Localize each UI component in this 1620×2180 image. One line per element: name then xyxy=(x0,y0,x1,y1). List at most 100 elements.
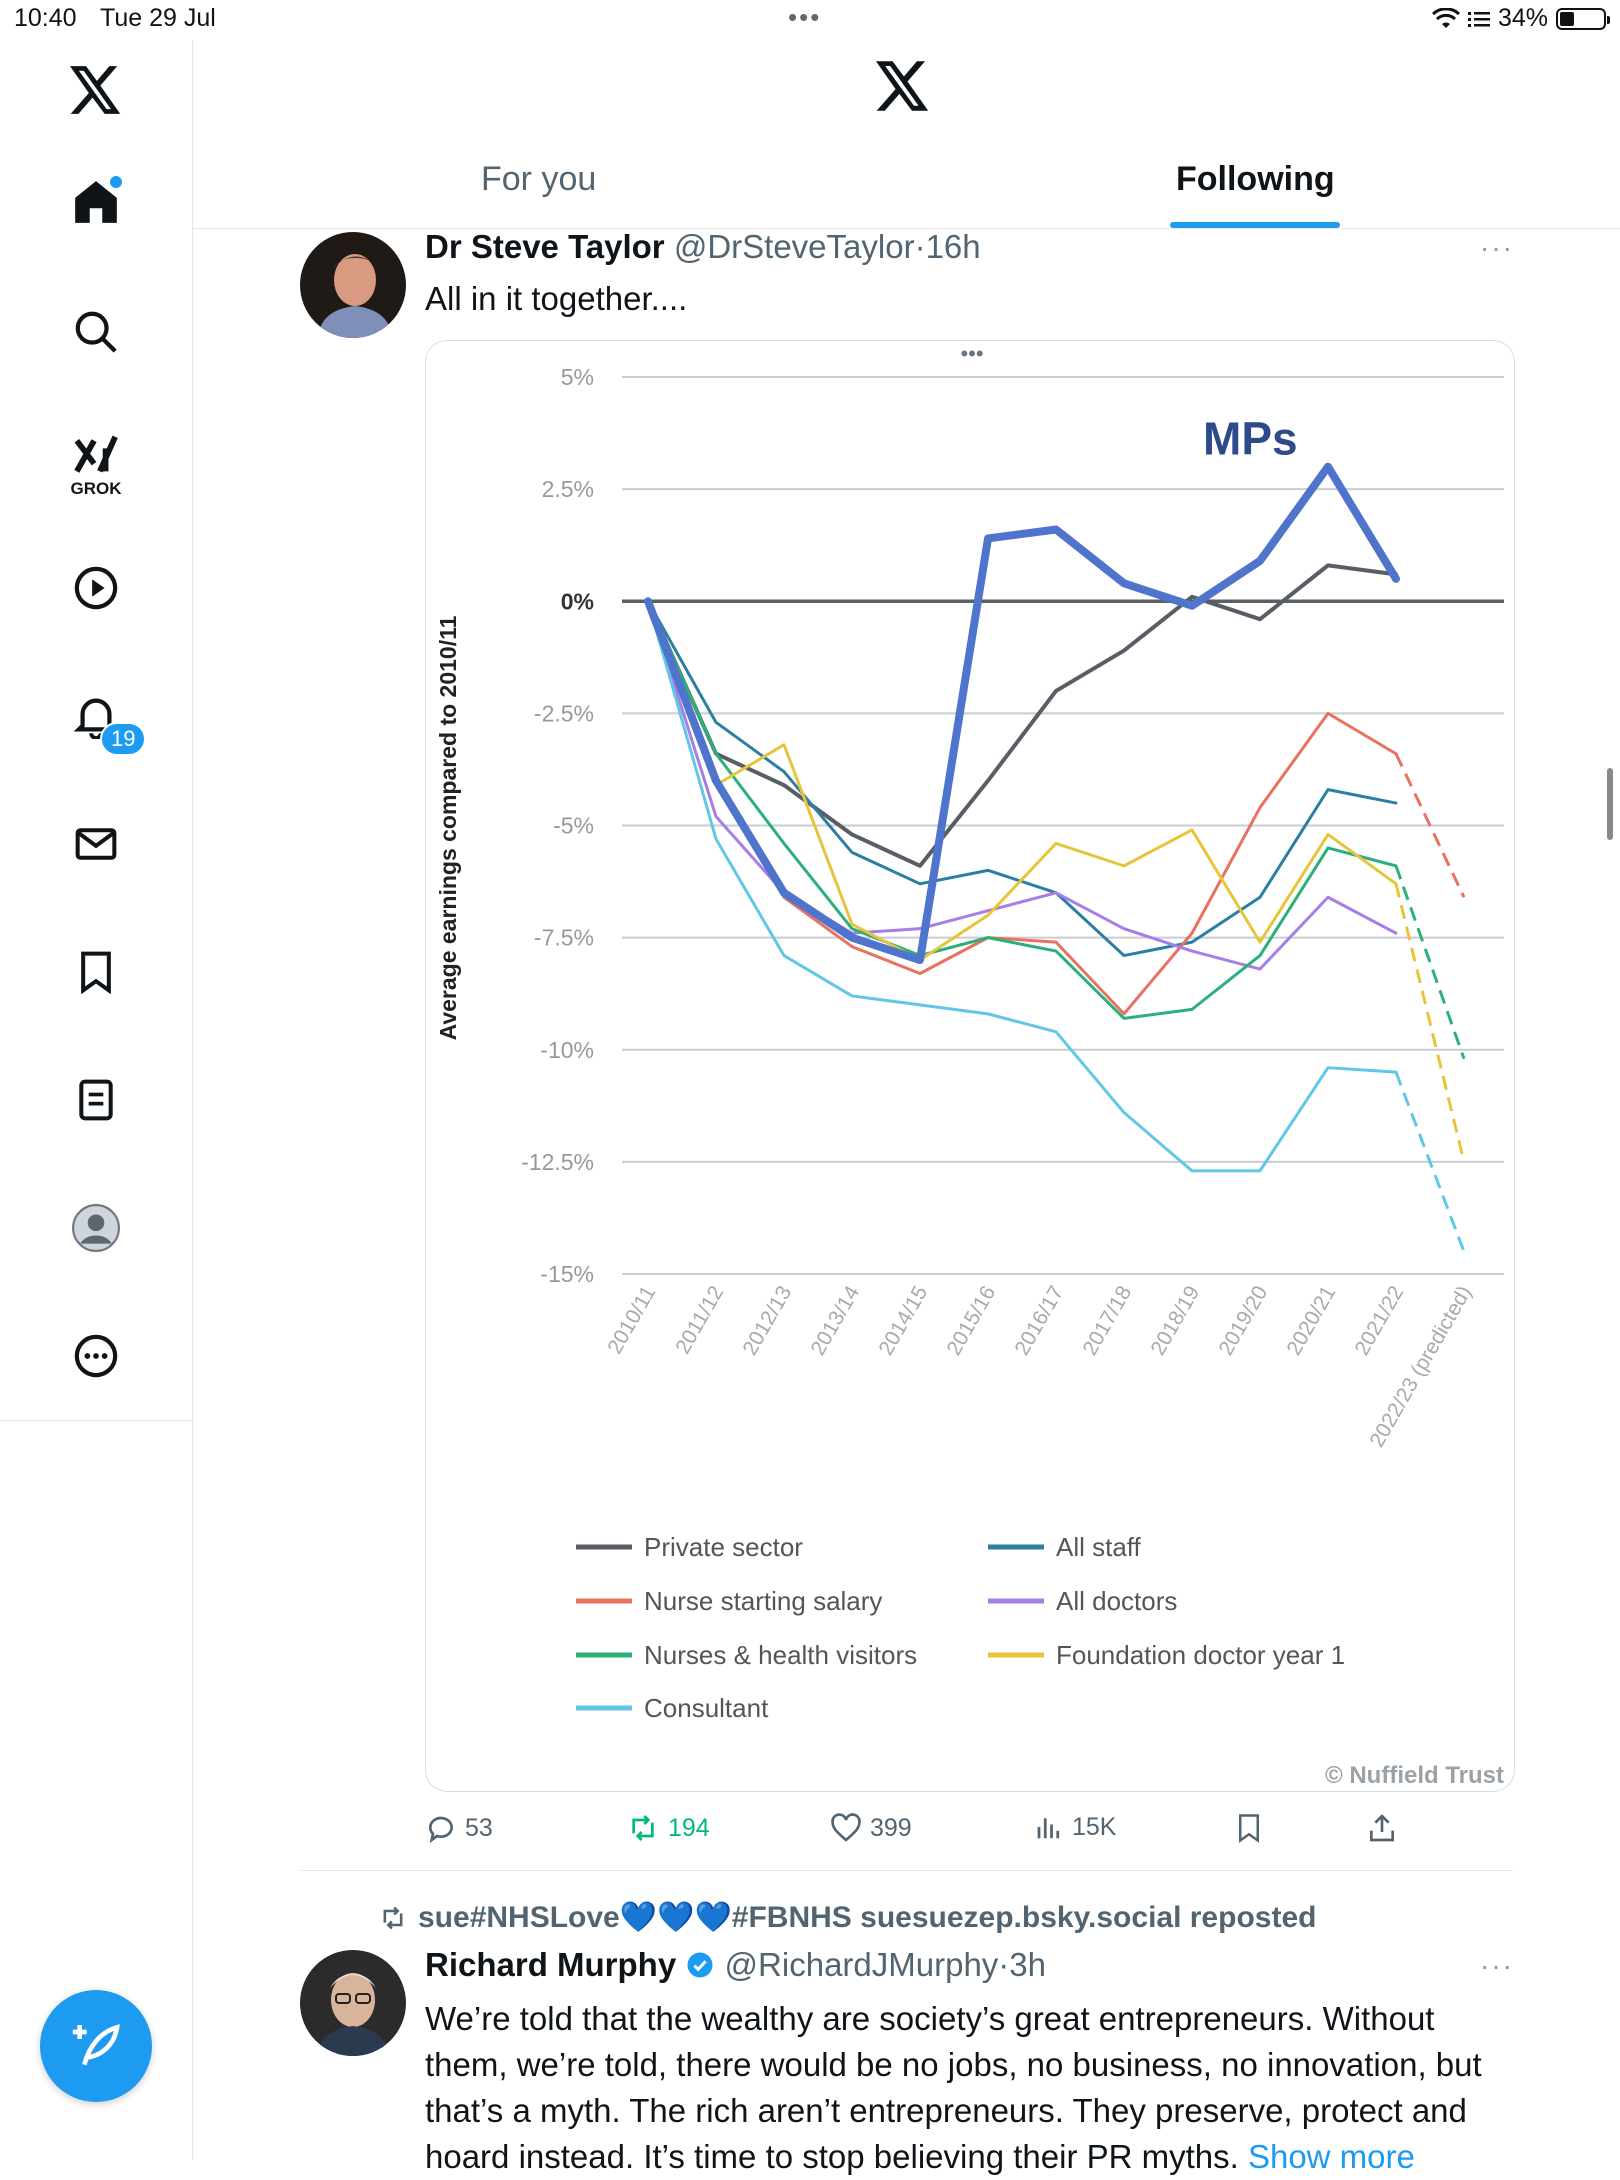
author-name[interactable]: Richard Murphy xyxy=(425,1946,677,1983)
series-line-all_staff xyxy=(646,599,1398,958)
x-tick-label: 2018/19 xyxy=(1146,1282,1204,1359)
repost-button[interactable]: 194 xyxy=(626,1812,710,1844)
tab-following[interactable]: Following xyxy=(1176,160,1335,198)
tweet-text: We’re told that the wealthy are society’… xyxy=(425,1996,1515,2180)
play-icon[interactable] xyxy=(66,558,126,618)
verified-badge-icon xyxy=(687,1952,713,1978)
series-line-fdy1 xyxy=(646,599,1398,962)
x-tick-label: 2011/12 xyxy=(671,1282,728,1358)
share-icon xyxy=(1370,1814,1394,1842)
avatar[interactable] xyxy=(300,232,406,338)
bookmark-icon[interactable] xyxy=(66,942,126,1002)
status-right: 34% xyxy=(1431,4,1610,33)
bookmark-icon xyxy=(1239,1814,1259,1843)
compose-feather-icon xyxy=(72,2024,120,2066)
y-tick-label: -15% xyxy=(540,1261,594,1287)
sidebar: GROK 19 xyxy=(0,40,193,2160)
views-button[interactable]: 15K xyxy=(1034,1812,1116,1842)
avatar-photo-icon xyxy=(300,232,406,338)
y-tick-label: 0% xyxy=(561,588,594,614)
series-projection-consultant xyxy=(1394,1071,1466,1253)
chart-credit: © Nuffield Trust xyxy=(1325,1762,1504,1789)
compose-button[interactable] xyxy=(40,1990,152,2102)
home-dot xyxy=(110,176,122,188)
avatar-photo-icon xyxy=(300,1950,406,2056)
series-projection-nurse_start xyxy=(1394,753,1466,898)
tweet-image[interactable]: ••• 5% 2.5% 0% -2.5% -5% -7.5% -10% -12.5% -15% … xyxy=(425,340,1515,1792)
tweet-time[interactable]: 16h xyxy=(925,228,981,265)
x-tick-label: 2016/17 xyxy=(1010,1282,1068,1359)
battery-level xyxy=(1560,11,1575,26)
x-tick-label: 2021/22 xyxy=(1350,1282,1408,1359)
tab-for-you[interactable]: For you xyxy=(481,160,597,198)
x-tick-label: 2013/14 xyxy=(806,1282,864,1360)
series-line-nurses_hv xyxy=(646,599,1398,1020)
lists-icon[interactable] xyxy=(66,1070,126,1130)
views-chart-icon xyxy=(1037,1818,1060,1839)
share-button[interactable] xyxy=(1366,1812,1398,1844)
view-count: 15K xyxy=(1072,1812,1117,1841)
author-name[interactable]: Dr Steve Taylor xyxy=(425,228,665,265)
y-tick-label: 2.5% xyxy=(542,476,594,502)
legend-label: Nurses & health visitors xyxy=(644,1640,917,1670)
repost-icon xyxy=(383,1906,403,1929)
y-tick-label: -7.5% xyxy=(534,925,594,951)
legend-label: Private sector xyxy=(644,1532,803,1562)
like-button[interactable]: 399 xyxy=(830,1812,912,1844)
series-line-private xyxy=(646,563,1398,868)
x-tick-label: 2020/21 xyxy=(1282,1282,1340,1359)
home-icon[interactable] xyxy=(66,172,126,232)
series-line-consultant xyxy=(646,599,1398,1173)
multitasking-dots[interactable]: ••• xyxy=(788,2,822,32)
notification-badge: 19 xyxy=(100,722,147,756)
legend-label: Foundation doctor year 1 xyxy=(1056,1640,1345,1670)
profile-icon[interactable] xyxy=(66,1198,126,1258)
grok-label: GROK xyxy=(70,479,122,498)
battery-icon xyxy=(1556,7,1610,30)
list-icon xyxy=(1467,11,1490,27)
reply-button[interactable]: 53 xyxy=(425,1812,493,1844)
repost-context-text: sue#NHSLove💙💙💙#FBNHS suesuezep.bsky.soci… xyxy=(418,1901,1317,1934)
header-divider xyxy=(192,228,1620,229)
x-logo-icon[interactable] xyxy=(66,60,126,120)
x-tick-label: 2012/13 xyxy=(738,1282,796,1359)
y-tick-label: -10% xyxy=(540,1037,594,1063)
show-more-link[interactable]: Show more xyxy=(1247,2138,1415,2175)
repost-context[interactable]: sue#NHSLove💙💙💙#FBNHS suesuezep.bsky.soci… xyxy=(378,1900,1316,1935)
battery-percent: 34% xyxy=(1497,4,1548,32)
header-x-logo-icon[interactable] xyxy=(876,60,930,117)
more-icon[interactable] xyxy=(66,1326,126,1386)
grok-icon[interactable]: GROK xyxy=(66,426,126,506)
author-handle[interactable]: @RichardJMurphy xyxy=(724,1946,999,1983)
repost-count: 194 xyxy=(668,1813,710,1842)
y-tick-label: -5% xyxy=(553,813,594,839)
tweet-time[interactable]: 3h xyxy=(1009,1946,1047,1983)
author-handle[interactable]: @DrSteveTaylor xyxy=(673,228,915,265)
series-line-nurse_start xyxy=(646,599,1398,1016)
heart-icon xyxy=(831,1813,861,1842)
annotation-mps: MPs xyxy=(1203,413,1298,465)
legend-label: Nurse starting salary xyxy=(644,1586,882,1616)
x-tick-label: 2010/11 xyxy=(603,1282,660,1358)
tweet-more-button[interactable]: ··· xyxy=(1480,1950,1514,1981)
tweet-more-button[interactable]: ··· xyxy=(1480,232,1514,263)
x-tick-label: 2019/20 xyxy=(1214,1282,1272,1359)
legend-label: All staff xyxy=(1056,1532,1142,1562)
mail-icon[interactable] xyxy=(66,814,126,874)
search-icon[interactable] xyxy=(66,302,126,362)
sidebar-divider xyxy=(0,1420,192,1421)
tweet-body: We’re told that the wealthy are society’… xyxy=(425,2000,1482,2175)
bookmark-button[interactable] xyxy=(1234,1812,1264,1844)
avatar[interactable] xyxy=(300,1950,406,2056)
y-tick-label: -2.5% xyxy=(534,700,594,726)
like-count: 399 xyxy=(870,1813,912,1842)
scrollbar[interactable] xyxy=(1607,768,1613,840)
series-projection-fdy1 xyxy=(1394,883,1466,1163)
wifi-icon xyxy=(1431,7,1460,28)
tweet-text: All in it together.... xyxy=(425,280,688,317)
reply-icon xyxy=(428,1816,453,1844)
repost-icon xyxy=(632,1815,654,1841)
image-menu-dots[interactable]: ••• xyxy=(960,341,983,366)
status-time: 10:40 xyxy=(14,4,77,32)
legend-label: Consultant xyxy=(644,1693,769,1723)
